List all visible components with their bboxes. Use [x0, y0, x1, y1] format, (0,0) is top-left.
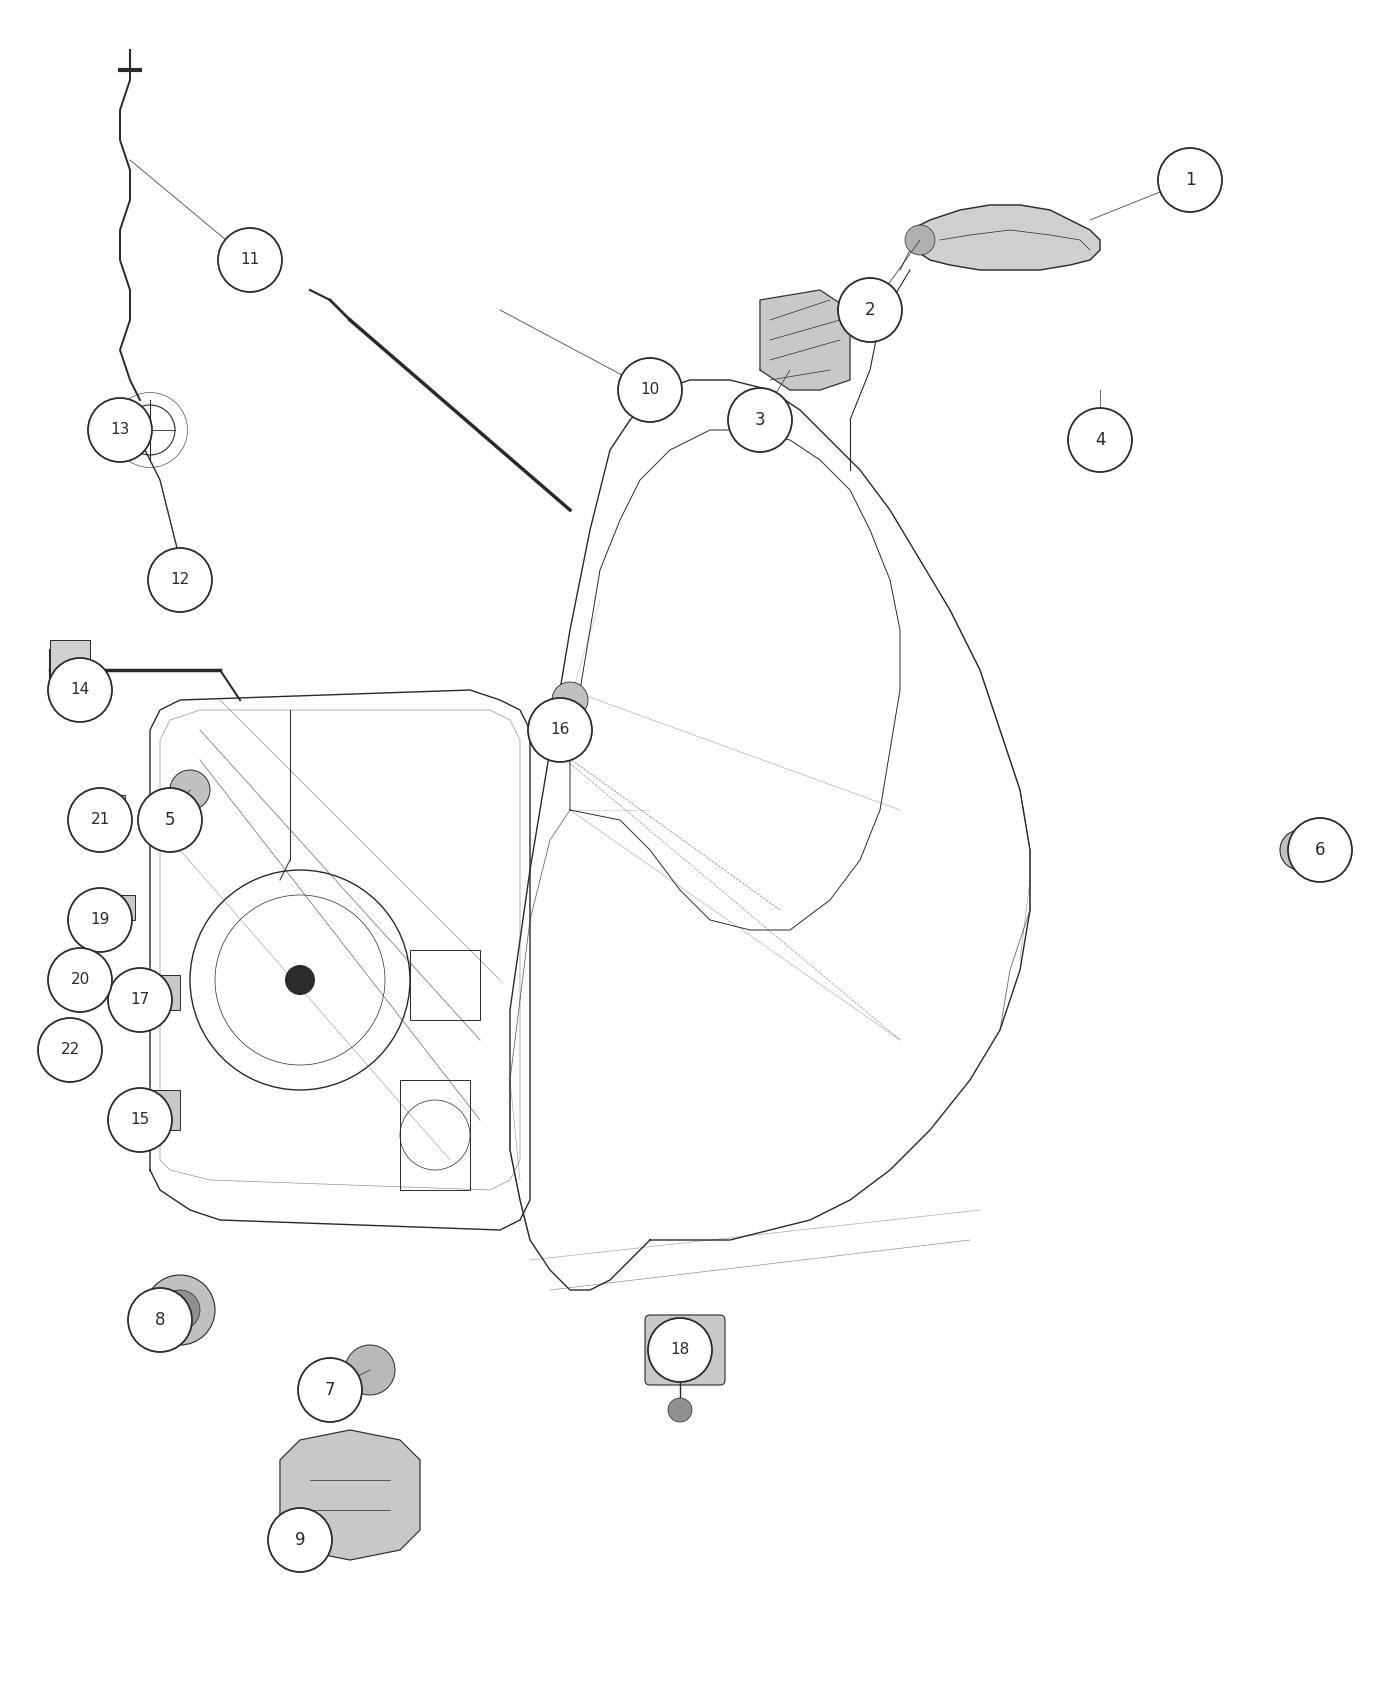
Circle shape — [1158, 148, 1222, 212]
Circle shape — [298, 1358, 363, 1421]
FancyBboxPatch shape — [130, 1090, 181, 1130]
FancyBboxPatch shape — [99, 894, 134, 920]
Circle shape — [617, 359, 682, 422]
Circle shape — [668, 1397, 692, 1421]
Circle shape — [728, 388, 792, 452]
Circle shape — [169, 770, 210, 809]
Text: 11: 11 — [241, 253, 259, 267]
Text: 9: 9 — [295, 1532, 305, 1549]
Circle shape — [148, 547, 211, 612]
Circle shape — [648, 1318, 713, 1382]
Text: 18: 18 — [671, 1343, 690, 1358]
Text: 7: 7 — [325, 1380, 335, 1399]
Circle shape — [57, 1028, 83, 1052]
Text: 14: 14 — [70, 682, 90, 697]
Text: 10: 10 — [640, 382, 659, 398]
Text: 5: 5 — [165, 811, 175, 830]
FancyBboxPatch shape — [645, 1316, 725, 1385]
FancyBboxPatch shape — [90, 796, 125, 819]
Circle shape — [146, 1275, 216, 1345]
Polygon shape — [910, 206, 1100, 270]
Circle shape — [1068, 408, 1133, 473]
Circle shape — [69, 789, 132, 852]
Circle shape — [218, 228, 281, 292]
Circle shape — [38, 1018, 102, 1081]
Circle shape — [1288, 818, 1352, 882]
Text: 20: 20 — [70, 972, 90, 988]
Text: 1: 1 — [1184, 172, 1196, 189]
Circle shape — [139, 789, 202, 852]
Circle shape — [69, 959, 92, 983]
Circle shape — [127, 1289, 192, 1352]
Text: 19: 19 — [91, 913, 109, 928]
Polygon shape — [760, 291, 850, 389]
Circle shape — [552, 682, 588, 717]
Circle shape — [267, 1508, 332, 1573]
Circle shape — [69, 887, 132, 952]
Text: 17: 17 — [130, 993, 150, 1008]
Text: 3: 3 — [755, 411, 766, 428]
Circle shape — [48, 949, 112, 1012]
Circle shape — [108, 1088, 172, 1153]
Text: 8: 8 — [155, 1311, 165, 1329]
Text: 16: 16 — [550, 722, 570, 738]
Text: 2: 2 — [865, 301, 875, 320]
FancyBboxPatch shape — [130, 976, 181, 1010]
Circle shape — [839, 279, 902, 342]
Polygon shape — [280, 1430, 420, 1561]
Text: 21: 21 — [91, 813, 109, 828]
Circle shape — [344, 1345, 395, 1396]
Circle shape — [1280, 830, 1320, 870]
Circle shape — [286, 966, 315, 994]
Circle shape — [904, 224, 935, 255]
Circle shape — [48, 658, 112, 722]
Circle shape — [528, 699, 592, 762]
Circle shape — [108, 967, 172, 1032]
Circle shape — [160, 1290, 200, 1329]
Text: 4: 4 — [1095, 432, 1105, 449]
Circle shape — [88, 398, 153, 462]
Text: 15: 15 — [130, 1112, 150, 1127]
Text: 6: 6 — [1315, 842, 1326, 858]
Text: 12: 12 — [171, 573, 189, 588]
Text: 13: 13 — [111, 423, 130, 437]
FancyBboxPatch shape — [50, 639, 90, 700]
Text: 22: 22 — [60, 1042, 80, 1057]
